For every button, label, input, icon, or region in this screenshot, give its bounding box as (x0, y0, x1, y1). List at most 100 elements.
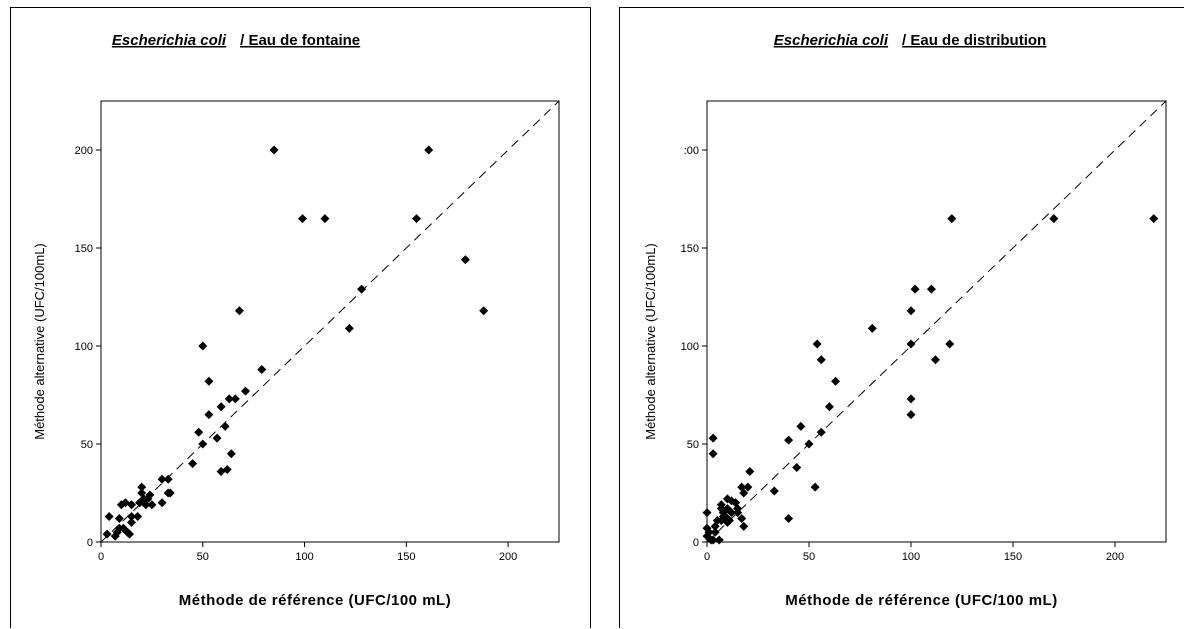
data-point (743, 482, 753, 492)
data-point (194, 427, 204, 437)
data-point (145, 490, 155, 500)
chart-svg-fontaine: Escherichia coli / Eau de fontaine 00 50 50 1… (32, 32, 560, 609)
chart-svg-distribution: Escherichia coli / Eau de distribution 00 5… (643, 32, 1167, 609)
data-point (188, 459, 198, 469)
data-point (906, 394, 916, 404)
data-point (831, 376, 841, 386)
data-point (906, 410, 916, 420)
data-point (722, 494, 732, 504)
data-point (1149, 214, 1159, 224)
y-tick-label: 100 (75, 341, 93, 353)
data-point (133, 512, 143, 522)
chart-title-location: / Eau de distribution (902, 32, 1046, 49)
data-point (102, 529, 112, 539)
data-point (708, 535, 718, 545)
data-point (792, 463, 802, 473)
data-point (320, 214, 330, 224)
y-tick-label: 200 (75, 145, 93, 157)
data-point (714, 535, 724, 545)
data-point (137, 482, 147, 492)
data-point (226, 449, 236, 459)
y-tick-label: 50 (81, 439, 93, 451)
data-point (344, 323, 354, 333)
chart-title-species: Escherichia coli (112, 32, 227, 49)
x-tick-label: 200 (1106, 551, 1124, 563)
data-point (910, 284, 920, 294)
x-tick-label: 0 (704, 551, 710, 563)
data-point (816, 355, 826, 365)
data-point (198, 439, 208, 449)
data-point (157, 474, 167, 484)
data-point (716, 500, 726, 510)
data-point (124, 529, 134, 539)
chart-title-species: Escherichia coli (774, 32, 889, 49)
data-point (926, 284, 936, 294)
x-tick-label: 50 (197, 551, 209, 563)
data-point (745, 466, 755, 476)
chart-title: Escherichia coli / Eau de fontaine (112, 32, 360, 49)
data-point (222, 464, 232, 474)
data-point (867, 323, 877, 333)
y-tick-label: 100 (681, 341, 699, 353)
data-point (930, 355, 940, 365)
x-tick-label: 150 (1004, 551, 1022, 563)
data-point (947, 214, 957, 224)
data-point (702, 508, 712, 518)
data-point (810, 482, 820, 492)
reference-line-y-equals-x (706, 100, 1167, 543)
data-point (722, 504, 732, 514)
x-tick-label: 50 (803, 551, 815, 563)
data-point (424, 145, 434, 155)
y-tick-label: 0 (693, 537, 699, 549)
data-point (796, 421, 806, 431)
data-point (812, 339, 822, 349)
data-point (114, 513, 124, 523)
data-point (147, 500, 157, 510)
x-tick-label: 100 (295, 551, 313, 563)
chart-panel-distribution: Escherichia coli / Eau de distribution 0 0 5… (619, 7, 1184, 628)
data-point (224, 394, 234, 404)
chart-title: Escherichia coli / Eau de distribution (774, 32, 1046, 49)
x-axis-label: Méthode de référence (UFC/100 mL) (179, 592, 451, 609)
y-tick-label: 150 (75, 243, 93, 255)
data-point (804, 439, 814, 449)
data-point (127, 512, 137, 522)
data-point (241, 386, 251, 396)
chart-title-location: / Eau de fontaine (240, 32, 360, 49)
data-point (157, 498, 167, 508)
data-point (784, 435, 794, 445)
x-tick-label: 100 (902, 551, 920, 563)
data-point (479, 306, 489, 316)
y-tick-label: 0 (87, 537, 93, 549)
plot-area-frame (706, 100, 1167, 543)
y-tick-label: 50 (687, 439, 699, 451)
plot-area-frame (100, 100, 560, 543)
data-point (716, 515, 726, 525)
data-point (257, 365, 267, 375)
data-point (710, 527, 720, 537)
data-point (784, 513, 794, 523)
data-point (824, 402, 834, 412)
data-point (1049, 214, 1059, 224)
reference-line-y-equals-x (100, 100, 560, 543)
y-axis-label: Méthode alternative (UFC/100mL) (643, 243, 658, 440)
data-point (737, 513, 747, 523)
x-tick-label: 0 (98, 551, 104, 563)
data-point (906, 339, 916, 349)
data-point (412, 214, 422, 224)
data-point (739, 521, 749, 531)
x-tick-label: 200 (499, 551, 517, 563)
data-point (212, 433, 222, 443)
data-point (769, 486, 779, 496)
data-point (708, 449, 718, 459)
x-axis-label: Méthode de référence (UFC/100 mL) (785, 592, 1057, 609)
y-axis-label: Méthode alternative (UFC/100mL) (32, 243, 47, 440)
data-point (204, 376, 214, 386)
data-point (710, 521, 720, 531)
chart-panel-fontaine: Escherichia coli / Eau de fontaine 0 0 50 50 1… (10, 7, 591, 628)
data-point (460, 255, 470, 265)
data-point (230, 394, 240, 404)
data-point (726, 508, 736, 518)
data-point (704, 527, 714, 537)
data-point (357, 284, 367, 294)
